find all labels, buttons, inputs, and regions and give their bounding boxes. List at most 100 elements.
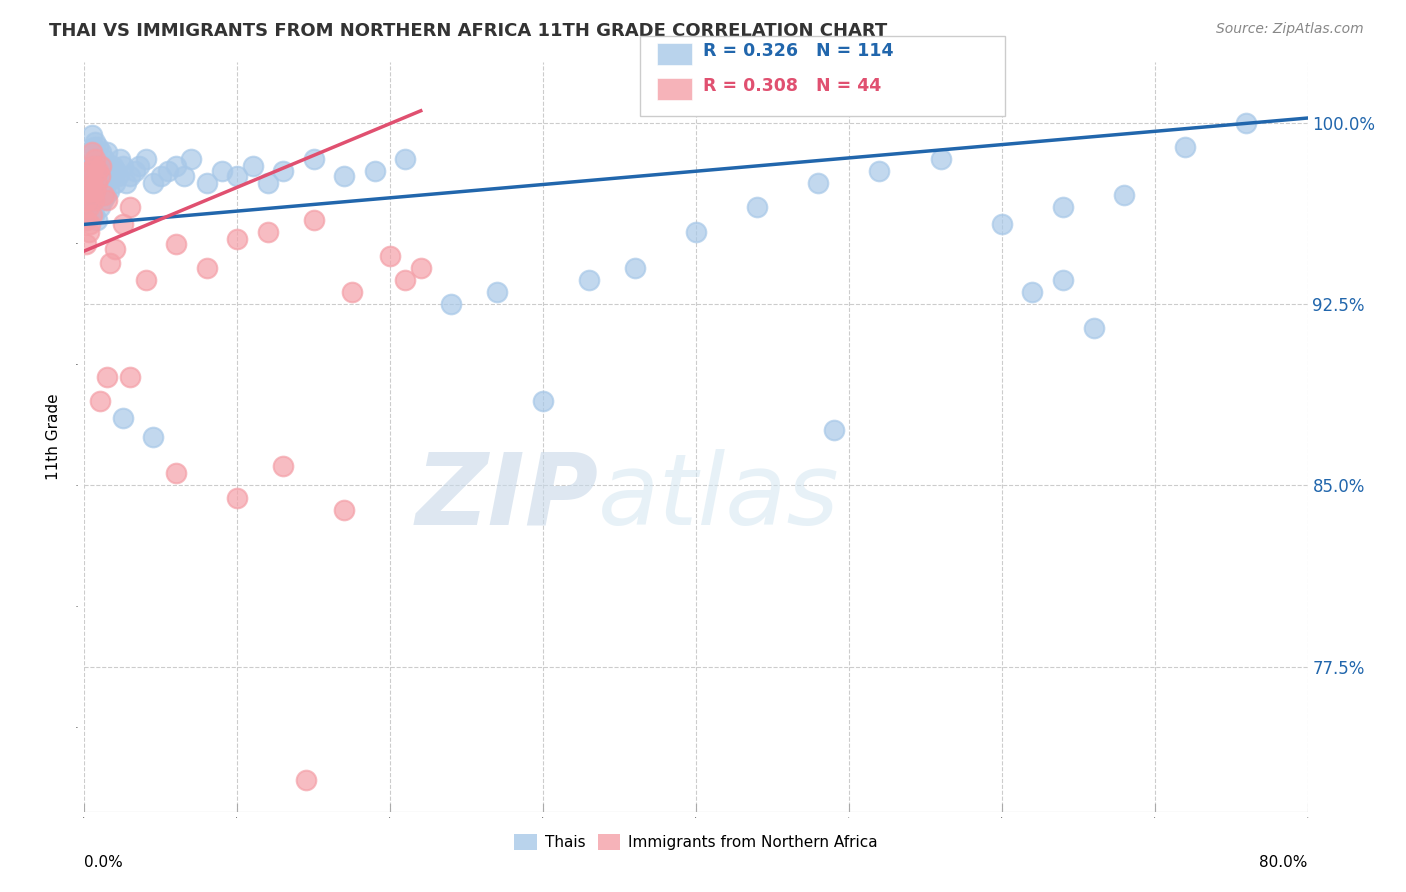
Point: [135, 273, 157, 287]
Point: [211, 164, 233, 178]
Point: [84, 135, 107, 149]
Point: [89, 201, 111, 215]
Point: [97, 184, 120, 198]
Point: [96, 145, 118, 159]
Point: [90, 160, 112, 174]
Point: [142, 430, 165, 444]
Point: [295, 773, 318, 788]
Point: [380, 249, 402, 263]
Text: atlas: atlas: [598, 449, 839, 546]
Point: [226, 232, 249, 246]
Text: 0.0%: 0.0%: [84, 855, 124, 871]
Point: [103, 160, 125, 174]
Point: [75, 212, 97, 227]
Point: [75, 212, 97, 227]
Point: [76, 193, 98, 207]
Point: [86, 184, 108, 198]
Text: THAI VS IMMIGRANTS FROM NORTHERN AFRICA 11TH GRADE CORRELATION CHART: THAI VS IMMIGRANTS FROM NORTHERN AFRICA …: [49, 22, 887, 40]
Point: [80, 145, 103, 159]
Point: [165, 236, 187, 251]
Legend: Thais, Immigrants from Northern Africa: Thais, Immigrants from Northern Africa: [508, 829, 884, 856]
Point: [142, 176, 165, 190]
Point: [195, 260, 218, 275]
Point: [929, 152, 952, 166]
Point: [747, 201, 769, 215]
Point: [409, 260, 432, 275]
Point: [624, 260, 647, 275]
Point: [271, 164, 294, 178]
Point: [128, 160, 150, 174]
Point: [96, 176, 118, 190]
Point: [823, 423, 845, 437]
Point: [94, 188, 117, 202]
Point: [1021, 285, 1043, 299]
Text: R = 0.308   N = 44: R = 0.308 N = 44: [703, 77, 882, 95]
Point: [226, 491, 249, 505]
Point: [96, 193, 118, 207]
Point: [991, 218, 1014, 232]
Point: [394, 152, 416, 166]
Point: [96, 369, 118, 384]
Point: [257, 225, 280, 239]
Point: [101, 169, 124, 183]
Point: [77, 152, 100, 166]
Point: [120, 369, 142, 384]
Point: [111, 410, 134, 425]
Point: [302, 212, 325, 227]
Point: [1174, 140, 1197, 154]
Point: [108, 152, 131, 166]
Point: [87, 169, 110, 183]
Point: [80, 128, 103, 142]
Point: [80, 188, 103, 202]
Point: [333, 169, 356, 183]
Point: [90, 176, 112, 190]
Point: [104, 242, 127, 256]
Point: [394, 273, 416, 287]
Point: [180, 152, 202, 166]
Point: [77, 184, 100, 198]
Point: [76, 169, 98, 183]
Point: [84, 152, 107, 166]
Point: [84, 184, 107, 198]
Point: [531, 393, 554, 408]
Point: [80, 208, 103, 222]
Text: Source: ZipAtlas.com: Source: ZipAtlas.com: [1216, 22, 1364, 37]
Text: 11th Grade: 11th Grade: [46, 393, 62, 481]
Point: [77, 201, 100, 215]
Point: [195, 176, 218, 190]
Point: [1114, 188, 1136, 202]
Point: [77, 225, 100, 239]
Point: [84, 193, 107, 207]
Point: [83, 208, 105, 222]
Point: [86, 212, 108, 227]
Point: [87, 164, 110, 178]
Point: [120, 201, 142, 215]
Point: [93, 152, 115, 166]
Point: [79, 184, 101, 198]
Point: [104, 176, 127, 190]
Point: [91, 160, 114, 174]
Point: [93, 184, 115, 198]
Point: [114, 176, 136, 190]
Point: [89, 164, 111, 178]
Point: [685, 225, 707, 239]
Point: [486, 285, 509, 299]
Point: [83, 176, 105, 190]
Point: [75, 176, 97, 190]
Point: [271, 459, 294, 474]
Point: [98, 164, 121, 178]
Point: [76, 193, 98, 207]
Point: [1083, 321, 1105, 335]
Text: ZIP: ZIP: [415, 449, 598, 546]
Point: [149, 169, 172, 183]
Point: [80, 145, 103, 159]
Point: [333, 502, 356, 516]
Point: [111, 218, 134, 232]
Text: R = 0.326   N = 114: R = 0.326 N = 114: [703, 42, 893, 60]
Point: [340, 285, 363, 299]
Point: [83, 193, 105, 207]
Point: [165, 467, 187, 481]
Point: [869, 164, 891, 178]
Point: [77, 164, 100, 178]
Point: [76, 160, 98, 174]
